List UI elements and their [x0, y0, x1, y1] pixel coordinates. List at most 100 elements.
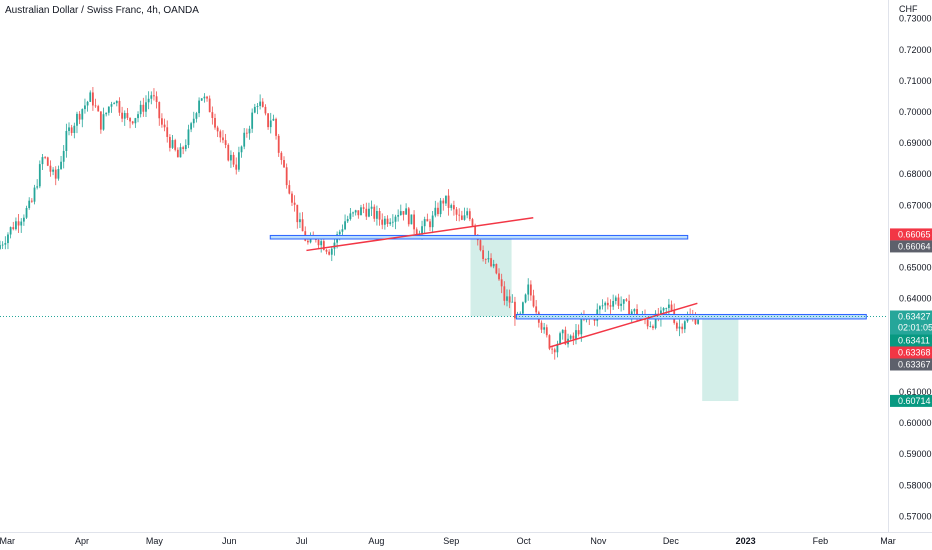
x-tick-label: Nov — [590, 536, 607, 546]
x-tick-label: Apr — [75, 536, 89, 546]
candle-body — [232, 154, 235, 165]
candle-body — [235, 164, 238, 170]
y-tick-label: 0.60000 — [899, 418, 932, 428]
candle-body — [203, 96, 206, 99]
candle-body — [678, 326, 681, 329]
candle-body — [285, 167, 288, 186]
candle-body — [675, 322, 678, 329]
candle-body — [468, 211, 471, 220]
candle-body — [30, 200, 33, 202]
rising-trendline-1[interactable] — [306, 217, 534, 252]
candle-body — [126, 113, 129, 118]
candle-body — [654, 313, 657, 329]
candle-body — [182, 147, 185, 150]
candle-body — [365, 208, 368, 217]
candle-body — [667, 304, 670, 309]
candle-body — [309, 237, 312, 243]
candle-body — [113, 103, 116, 105]
candle-body — [192, 118, 195, 124]
candle-body — [171, 140, 174, 148]
candle-body — [346, 219, 349, 222]
candle-body — [362, 207, 365, 209]
candle-body — [240, 146, 243, 153]
candle-body — [4, 243, 7, 245]
candle-body — [307, 240, 309, 243]
candle-body — [630, 311, 633, 317]
candle-body — [434, 207, 437, 216]
candle-body — [498, 273, 500, 280]
price-label-badge[interactable] — [890, 310, 932, 335]
candle-body — [46, 157, 49, 166]
candle-body — [142, 104, 145, 112]
candle-body — [105, 112, 108, 115]
x-tick-label: Dec — [663, 536, 680, 546]
candle-body — [261, 101, 264, 107]
x-tick-label: 2023 — [736, 536, 756, 546]
candle-body — [376, 211, 378, 219]
candle-body — [38, 164, 41, 187]
candle-body — [15, 221, 17, 230]
candle-body — [697, 319, 699, 324]
candle-body — [70, 127, 73, 133]
candle-body — [614, 297, 617, 302]
price-label-badge[interactable] — [890, 240, 932, 253]
candle-body — [482, 250, 484, 259]
rising-trendline-2[interactable] — [549, 302, 698, 348]
candle-body — [620, 303, 623, 306]
candle-body — [190, 123, 193, 130]
candle-body — [612, 301, 615, 307]
candle-body — [580, 317, 583, 335]
drop-box-1 — [470, 236, 512, 317]
candle-body — [649, 326, 652, 328]
candle-body — [575, 330, 577, 339]
x-tick-label: Aug — [368, 536, 384, 546]
price-label-badge[interactable] — [890, 394, 932, 407]
candle-body — [256, 105, 259, 107]
y-tick-label: 0.70000 — [899, 107, 932, 117]
candle-body — [683, 321, 686, 330]
candle-body — [222, 137, 224, 141]
candle-body — [320, 241, 323, 246]
candle-body — [500, 279, 503, 287]
candle-body — [378, 211, 381, 220]
candle-body — [636, 309, 638, 318]
currency-label: CHF — [899, 4, 918, 14]
candle-body — [65, 130, 68, 151]
candle-body — [275, 118, 277, 136]
candle-body — [216, 127, 219, 132]
candle-body — [338, 231, 341, 235]
candle-body — [110, 104, 113, 107]
candle-body — [455, 209, 458, 215]
candle-body — [405, 208, 408, 215]
candle-body — [569, 335, 572, 339]
candle-body — [652, 326, 654, 329]
price-label-badge[interactable] — [890, 334, 932, 347]
candle-body — [25, 207, 28, 218]
price-label-text: 0.66065 — [898, 229, 931, 239]
candle-body — [153, 95, 155, 97]
candle-body — [495, 263, 498, 274]
y-tick-label: 0.58000 — [899, 480, 932, 490]
candle-body — [107, 106, 110, 113]
candle-body — [508, 296, 511, 303]
price-label-badge[interactable] — [890, 358, 932, 371]
candle-body — [134, 118, 137, 124]
candle-body — [646, 319, 649, 327]
y-tick-label: 0.65000 — [899, 263, 932, 273]
candle-body — [556, 343, 559, 353]
candle-body — [524, 294, 527, 303]
candle-body — [1, 244, 4, 246]
price-label-badge[interactable] — [890, 346, 932, 359]
countdown-text: 02:01:05 — [898, 322, 932, 332]
candle-body — [527, 284, 530, 295]
candle-body — [73, 125, 76, 133]
x-tick-label: Sep — [443, 536, 459, 546]
price-label-text: 0.60714 — [898, 396, 931, 406]
candle-body — [471, 219, 474, 226]
candle-body — [487, 258, 490, 260]
candle-body — [352, 212, 354, 214]
price-label-badge[interactable] — [890, 228, 932, 241]
candle-body — [317, 240, 320, 246]
candle-body — [373, 206, 376, 219]
